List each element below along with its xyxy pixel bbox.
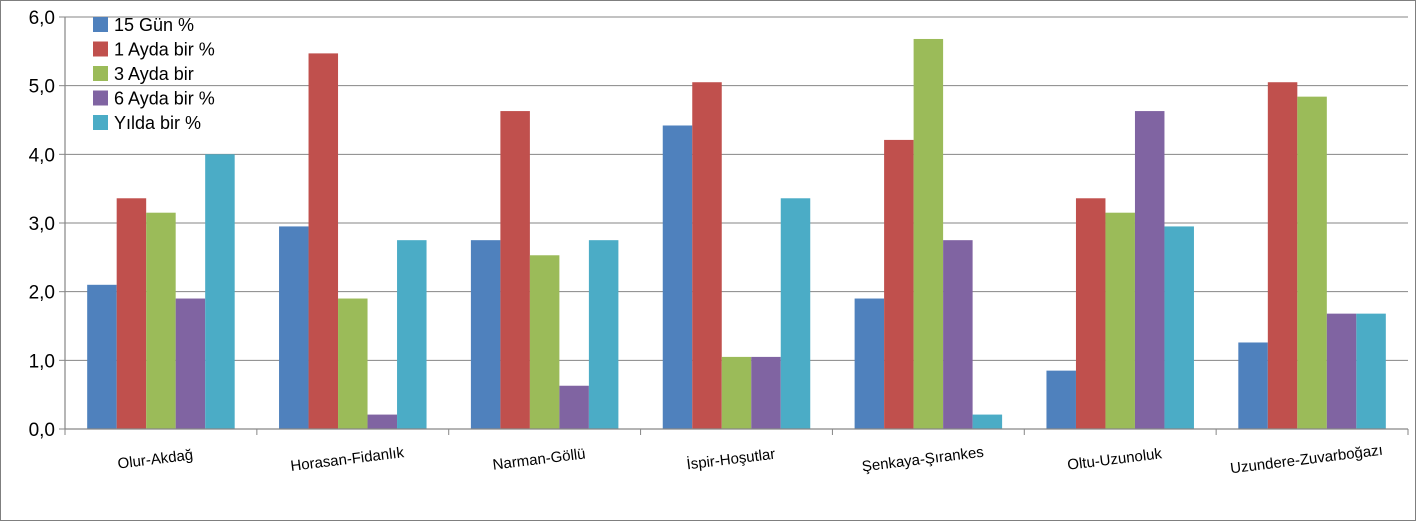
bar bbox=[529, 255, 560, 429]
x-tick-label: Uzundere-Zuvarboğazı bbox=[1229, 442, 1383, 478]
bar bbox=[1326, 313, 1357, 429]
legend-swatch bbox=[93, 17, 108, 32]
bar bbox=[175, 298, 206, 429]
bar bbox=[1238, 342, 1268, 429]
bar bbox=[588, 240, 619, 429]
bar bbox=[692, 82, 722, 429]
y-tick-label: 1,0 bbox=[29, 351, 55, 372]
bar bbox=[116, 198, 147, 429]
legend-swatch bbox=[93, 115, 108, 130]
x-tick-label: Narman-Göllü bbox=[492, 445, 587, 473]
bar bbox=[854, 298, 885, 429]
legend-swatch bbox=[93, 66, 108, 81]
legend-label: 15 Gün % bbox=[114, 15, 194, 35]
x-tick-label: Olur-Akdağ bbox=[117, 446, 194, 472]
bar bbox=[470, 240, 501, 429]
legend-label: 1 Ayda bir % bbox=[114, 40, 215, 60]
bar bbox=[367, 414, 398, 429]
bar bbox=[308, 53, 339, 429]
bar bbox=[780, 198, 811, 429]
y-tick-label: 6,0 bbox=[29, 8, 55, 29]
bar bbox=[205, 154, 235, 429]
y-tick-label: 3,0 bbox=[29, 214, 55, 235]
x-tick-label: Oltu-Uzunoluk bbox=[1066, 445, 1163, 474]
bars bbox=[87, 38, 1386, 430]
bar bbox=[1164, 226, 1194, 429]
x-tick-label: Horasan-Fidanlık bbox=[290, 444, 406, 475]
bar bbox=[338, 298, 368, 429]
x-tick-label: İspir-Hoşutlar bbox=[686, 445, 777, 474]
bar bbox=[500, 111, 530, 429]
bar bbox=[884, 139, 914, 429]
y-tick-label: 5,0 bbox=[29, 77, 55, 98]
gridlines bbox=[65, 16, 1408, 361]
bar bbox=[1134, 111, 1165, 429]
bar bbox=[1075, 198, 1106, 429]
legend-swatch bbox=[93, 90, 108, 106]
bar bbox=[279, 226, 309, 429]
y-axis-ticks: 0,0 1,0 2,0 3,0 4,0 5,0 6,0 bbox=[29, 8, 65, 441]
bar bbox=[943, 240, 973, 429]
bar bbox=[913, 38, 944, 429]
legend-label: Yılda bir % bbox=[114, 113, 201, 133]
y-tick-label: 2,0 bbox=[29, 283, 55, 304]
y-tick-label: 0,0 bbox=[29, 420, 55, 441]
legend: 15 Gün % 1 Ayda bir % 3 Ayda bir 6 Ayda bir… bbox=[93, 15, 215, 133]
bar bbox=[721, 356, 752, 429]
bar bbox=[146, 212, 176, 429]
y-tick-label: 4,0 bbox=[29, 145, 55, 166]
bar bbox=[662, 125, 693, 430]
bar bbox=[1046, 370, 1076, 429]
axes bbox=[64, 17, 1409, 435]
legend-label: 6 Ayda bir % bbox=[114, 89, 215, 109]
bar bbox=[1297, 96, 1327, 430]
bar bbox=[751, 356, 781, 429]
bar bbox=[1356, 313, 1386, 429]
legend-swatch bbox=[93, 41, 108, 57]
x-tick-label: Şenkaya-Şırankes bbox=[861, 444, 985, 476]
bar bbox=[1105, 212, 1135, 429]
x-axis-labels: Olur-Akdağ Horasan-Fidanlık Narman-Göllü İs… bbox=[117, 442, 1384, 478]
legend-label: 3 Ayda bir bbox=[114, 64, 194, 84]
bar bbox=[559, 385, 589, 429]
bar bbox=[972, 414, 1003, 429]
bar bbox=[1267, 82, 1298, 429]
bar bbox=[397, 240, 427, 429]
bar bbox=[87, 284, 117, 429]
